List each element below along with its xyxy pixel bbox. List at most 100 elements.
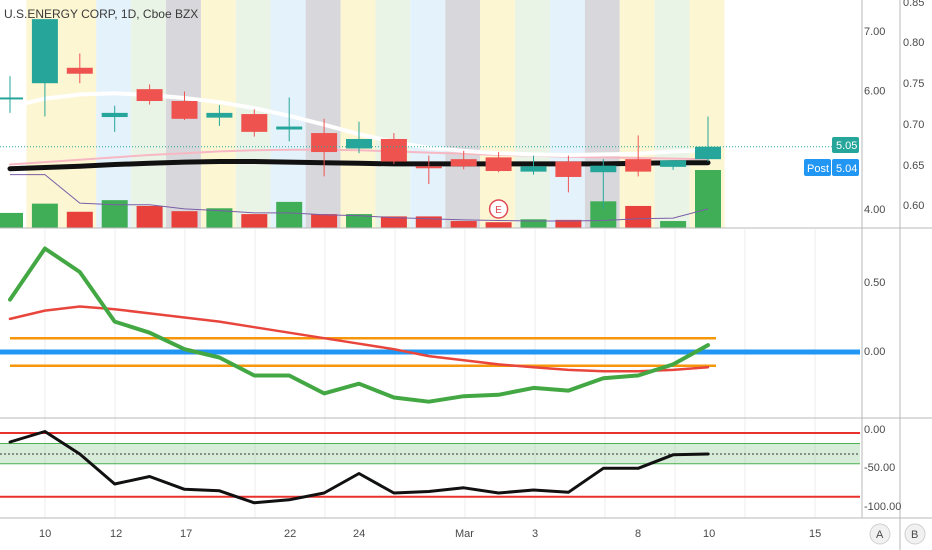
candle[interactable] <box>695 116 721 162</box>
candle-body <box>485 157 512 172</box>
volume-bar <box>346 214 372 228</box>
candle-body <box>311 133 338 153</box>
post-label-bg <box>804 159 831 176</box>
williams-r-axis: 0.00 -50.00 -100.00 <box>864 424 901 513</box>
volume-bars <box>0 170 721 228</box>
scale-auto-button[interactable]: A <box>869 523 891 545</box>
osc-tick: 0.50 <box>864 277 885 289</box>
candle[interactable] <box>346 121 372 154</box>
volume-bar <box>31 203 58 228</box>
session-band <box>515 0 550 228</box>
candle-body <box>276 126 303 130</box>
candle[interactable] <box>136 84 163 105</box>
volume-bar <box>380 216 407 228</box>
candle[interactable] <box>485 152 512 173</box>
svg-text:B: B <box>911 529 918 541</box>
time-tick: 10 <box>39 528 51 540</box>
volume-bar <box>555 219 582 228</box>
candle[interactable] <box>31 19 58 117</box>
post-market-tag: Post 5.04 <box>804 159 859 176</box>
candle[interactable] <box>625 135 652 177</box>
williams-r-pane[interactable] <box>0 430 860 505</box>
candle-body <box>590 165 617 173</box>
volume-bar <box>485 222 512 228</box>
price-tick-right: 0.70 <box>903 119 924 131</box>
candle-body <box>346 138 372 149</box>
candle[interactable] <box>66 53 93 84</box>
oscillator-pane[interactable] <box>0 246 860 404</box>
time-axis[interactable]: 10 12 17 22 24 Mar 3 8 10 15 <box>39 528 821 540</box>
candle[interactable] <box>206 105 233 126</box>
volume-average-line <box>10 174 709 222</box>
volume-bar <box>241 214 268 228</box>
volume-bar <box>450 221 477 228</box>
candle[interactable] <box>450 150 477 170</box>
scale-b-button[interactable]: B <box>904 523 926 545</box>
volume-bar <box>66 211 93 228</box>
session-band <box>305 0 341 228</box>
volume-bar <box>660 221 687 228</box>
price-tick: 4.00 <box>864 204 885 216</box>
volume-bar <box>276 201 303 228</box>
candle[interactable] <box>276 97 303 142</box>
price-axis-right: 0.60 0.65 0.70 0.75 0.80 0.85 <box>903 0 924 212</box>
candle[interactable] <box>311 118 338 177</box>
candle-body <box>450 159 477 167</box>
candle-body <box>241 114 268 132</box>
last-price-tag: 5.05 <box>832 137 859 153</box>
candle[interactable] <box>171 91 198 120</box>
session-band <box>61 0 97 228</box>
candle-body <box>695 146 721 160</box>
price-tick: 7.00 <box>864 26 885 38</box>
volume-bar <box>136 205 163 228</box>
session-band <box>340 0 376 228</box>
price-tick-right: 0.65 <box>903 160 924 172</box>
grid-lines <box>44 229 816 518</box>
candle[interactable] <box>380 133 407 164</box>
session-band <box>654 0 690 228</box>
osc-signal-line <box>8 305 710 373</box>
price-axis-left: 7.00 6.00 4.00 <box>864 26 885 216</box>
earnings-marker[interactable]: E <box>488 199 509 219</box>
volume-bar <box>171 211 198 228</box>
session-band <box>549 0 585 228</box>
session-band <box>480 0 516 228</box>
session-band <box>410 0 446 228</box>
wr-tick: -100.00 <box>864 501 901 513</box>
time-tick: 22 <box>284 528 296 540</box>
time-tick: 24 <box>353 528 365 540</box>
candle[interactable] <box>660 160 687 170</box>
candle[interactable] <box>555 155 582 193</box>
ma-black <box>7 159 711 172</box>
post-label: Post <box>807 163 829 175</box>
candle[interactable] <box>520 155 547 175</box>
earnings-label: E <box>495 205 502 216</box>
session-band <box>235 0 271 228</box>
time-tick: 8 <box>635 528 641 540</box>
candle[interactable] <box>101 105 128 132</box>
volume-bar <box>520 219 547 228</box>
candle[interactable] <box>241 109 268 137</box>
candle-body <box>136 89 163 102</box>
price-tick: 6.00 <box>864 85 885 97</box>
time-tick: 12 <box>110 528 122 540</box>
candle[interactable] <box>0 76 23 113</box>
candle-body <box>171 101 198 119</box>
volume-bar <box>625 205 652 228</box>
volume-bar <box>415 216 442 228</box>
svg-text:A: A <box>876 529 884 541</box>
wr-tick: -50.00 <box>864 462 895 474</box>
candle[interactable] <box>590 159 617 209</box>
candle-body <box>380 138 407 162</box>
volume-bar <box>206 208 233 228</box>
candle-body <box>31 19 58 84</box>
price-pane[interactable]: E <box>0 19 860 228</box>
time-tick: 15 <box>809 528 821 540</box>
candle[interactable] <box>415 155 442 185</box>
session-band <box>375 0 411 228</box>
wr-tick: 0.00 <box>864 424 885 436</box>
wr-line <box>8 430 710 505</box>
candle-body <box>660 160 687 167</box>
